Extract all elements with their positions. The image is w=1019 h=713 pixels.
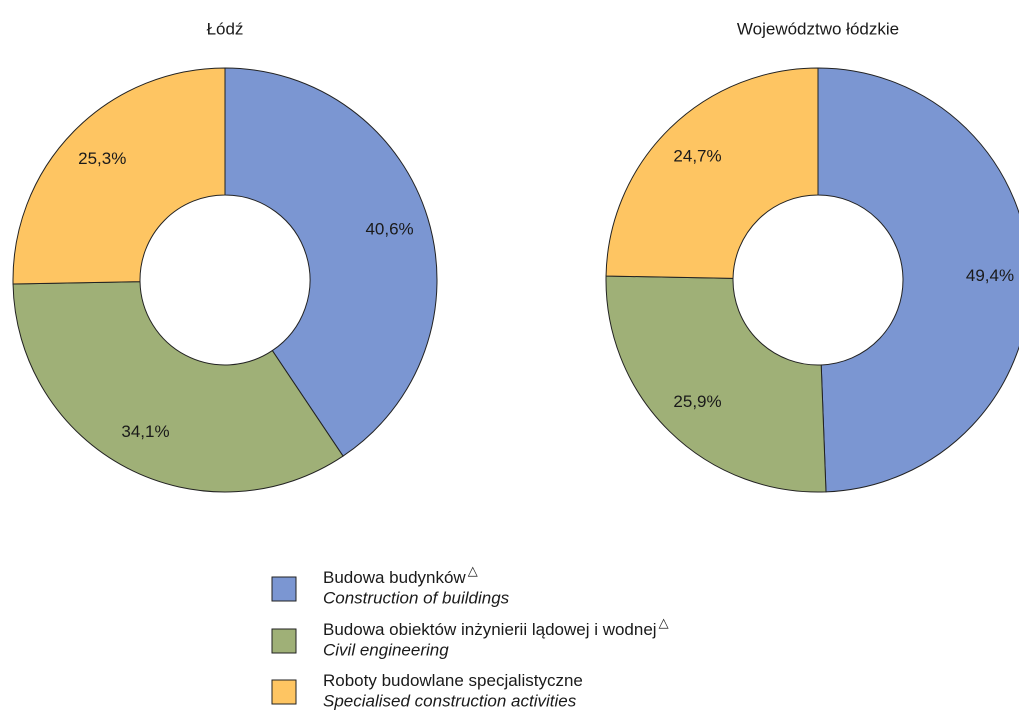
legend-swatch bbox=[271, 576, 297, 602]
legend-name-en: Construction of buildings bbox=[323, 588, 510, 607]
legend-note-mark: △ bbox=[659, 615, 669, 630]
legend-label: Roboty budowlane specjalistyczne bbox=[323, 671, 583, 690]
legend-label: Budowa budynków △ bbox=[323, 563, 478, 587]
legend-swatch bbox=[271, 679, 297, 705]
data-label: 49,4% bbox=[966, 266, 1014, 285]
legend-name: Roboty budowlane specjalistyczne bbox=[323, 671, 583, 690]
chart-title: Łódź bbox=[207, 19, 244, 38]
legend-label: Budowa obiektów inżynierii lądowej i wod… bbox=[323, 615, 669, 639]
legend-name: Budowa obiektów inżynierii lądowej i wod… bbox=[323, 620, 657, 639]
data-label: 25,3% bbox=[78, 149, 126, 168]
data-label: 40,6% bbox=[365, 219, 413, 238]
donut-segment bbox=[12, 67, 226, 285]
data-label: 25,9% bbox=[673, 392, 721, 411]
legend-name-en: Specialised construction activities bbox=[323, 691, 577, 710]
legend-note-mark: △ bbox=[468, 563, 478, 578]
donut-segment bbox=[224, 67, 438, 457]
donut-segment bbox=[605, 275, 827, 493]
legend-name: Budowa budynków bbox=[323, 568, 466, 587]
data-label: 34,1% bbox=[121, 422, 169, 441]
legend-swatch bbox=[271, 628, 297, 654]
legend-name-en: Civil engineering bbox=[323, 640, 449, 659]
data-label: 24,7% bbox=[673, 147, 721, 166]
donut-segment bbox=[12, 281, 344, 493]
donut-segment bbox=[605, 67, 819, 279]
donut-segment bbox=[817, 67, 1019, 493]
chart-title: Województwo łódzkie bbox=[737, 19, 899, 38]
